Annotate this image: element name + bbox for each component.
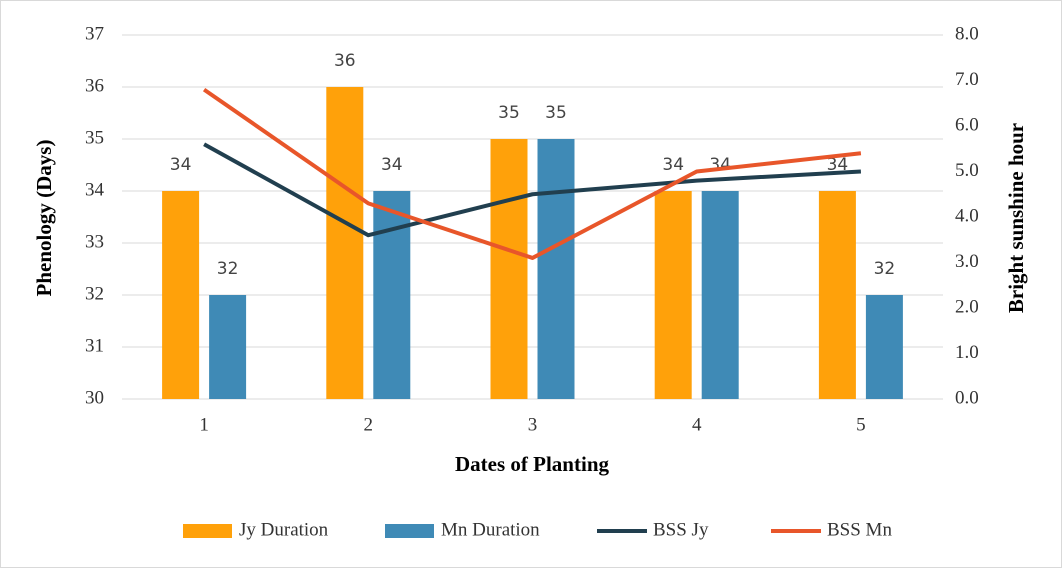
y-tick-label: 34	[85, 179, 105, 200]
bar	[654, 191, 692, 399]
y2-tick-label: 2.0	[955, 296, 979, 317]
data-label: 32	[217, 259, 239, 279]
x-tick-label: 2	[364, 414, 374, 435]
y2-tick-label: 3.0	[955, 251, 979, 272]
y-tick-label: 30	[85, 387, 104, 408]
y2-tick-label: 0.0	[955, 387, 979, 408]
data-label: 34	[709, 155, 731, 175]
bar	[326, 87, 364, 399]
data-label: 34	[827, 155, 849, 175]
legend-swatch	[183, 524, 232, 538]
legend-label: BSS Jy	[653, 519, 709, 540]
data-label: 32	[874, 259, 896, 279]
legend-label: BSS Mn	[827, 519, 892, 540]
data-label: 36	[334, 51, 356, 71]
y-tick-label: 36	[85, 75, 104, 96]
y2-tick-label: 1.0	[955, 342, 979, 363]
y2-axis-title: Bright sunshine hour	[1004, 123, 1028, 313]
data-label: 34	[381, 155, 403, 175]
line	[202, 87, 862, 260]
y2-tick-label: 6.0	[955, 114, 979, 135]
bar	[701, 191, 739, 399]
legend-label: Mn Duration	[441, 519, 540, 540]
data-label: 35	[498, 103, 520, 123]
x-axis-title: Dates of Planting	[455, 452, 609, 476]
x-tick-label: 4	[692, 414, 702, 435]
bar	[818, 191, 856, 399]
data-label: 35	[545, 103, 567, 123]
bar	[162, 191, 200, 399]
y2-tick-label: 5.0	[955, 160, 979, 181]
y-tick-label: 31	[85, 335, 104, 356]
data-label: 34	[170, 155, 192, 175]
y-tick-label: 37	[85, 23, 104, 44]
bar	[865, 295, 903, 399]
y-axis-title: Phenology (Days)	[32, 140, 56, 297]
legend-swatch	[385, 524, 434, 538]
data-label: 34	[662, 155, 684, 175]
y-tick-label: 32	[85, 283, 104, 304]
line	[203, 142, 862, 238]
bar	[209, 295, 247, 399]
legend-label: Jy Duration	[239, 519, 329, 540]
bar	[537, 139, 575, 399]
y-tick-label: 35	[85, 127, 104, 148]
x-tick-label: 3	[528, 414, 538, 435]
y2-tick-label: 7.0	[955, 69, 979, 90]
y2-tick-label: 8.0	[955, 23, 979, 44]
bar	[490, 139, 528, 399]
x-tick-label: 5	[856, 414, 866, 435]
y2-tick-label: 4.0	[955, 205, 979, 226]
bar	[373, 191, 411, 399]
x-tick-label: 1	[199, 414, 209, 435]
y-tick-label: 33	[85, 231, 104, 252]
